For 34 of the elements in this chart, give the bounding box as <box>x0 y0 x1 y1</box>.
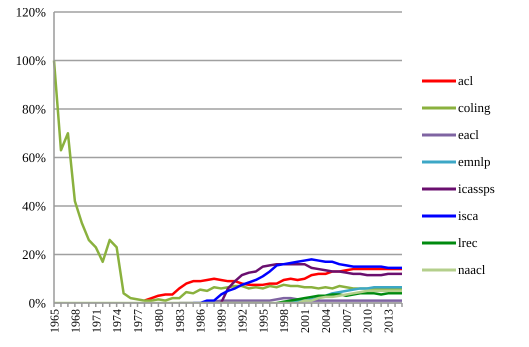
x-tick-label: 1971 <box>89 309 104 333</box>
x-tick-label: 1995 <box>256 309 270 333</box>
legend-label: eacl <box>458 127 479 143</box>
x-tick-label: 1965 <box>48 309 62 333</box>
legend-label: coling <box>458 100 490 116</box>
y-tick-label: 0% <box>28 296 46 311</box>
legend-label: icassps <box>458 181 495 197</box>
x-tick-label: 1983 <box>172 309 187 333</box>
y-tick-label: 100% <box>16 53 46 68</box>
y-tick-label: 120% <box>16 4 46 20</box>
x-tick-label: 2010 <box>360 309 375 333</box>
x-tick-label: 1986 <box>194 309 208 333</box>
x-tick-label: 2004 <box>318 309 333 333</box>
x-tick-label: 1989 <box>214 309 229 333</box>
y-tick-label: 60% <box>22 150 46 166</box>
x-tick-label: 2001 <box>298 309 312 333</box>
line-series <box>220 262 404 303</box>
line-series <box>143 268 404 302</box>
x-tick-label: 1974 <box>110 309 124 333</box>
y-tick-label: 40% <box>22 198 46 214</box>
x-tick-label: 1968 <box>68 309 82 333</box>
legend-label: emnlp <box>458 154 490 170</box>
legend-label: naacl <box>458 262 486 278</box>
x-tick-label: 2007 <box>340 309 354 333</box>
legend-label: acl <box>458 73 474 89</box>
x-tick-label: 1977 <box>131 309 146 333</box>
y-tick-label: 20% <box>22 247 46 262</box>
y-tick-label: 80% <box>22 102 46 117</box>
x-tick-label: 1980 <box>152 309 166 333</box>
legend-label: lrec <box>458 235 478 251</box>
x-tick-label: 1998 <box>277 309 292 333</box>
x-tick-label: 2013 <box>382 309 396 333</box>
x-tick-label: 1992 <box>235 309 250 333</box>
legend-label: isca <box>458 208 478 224</box>
